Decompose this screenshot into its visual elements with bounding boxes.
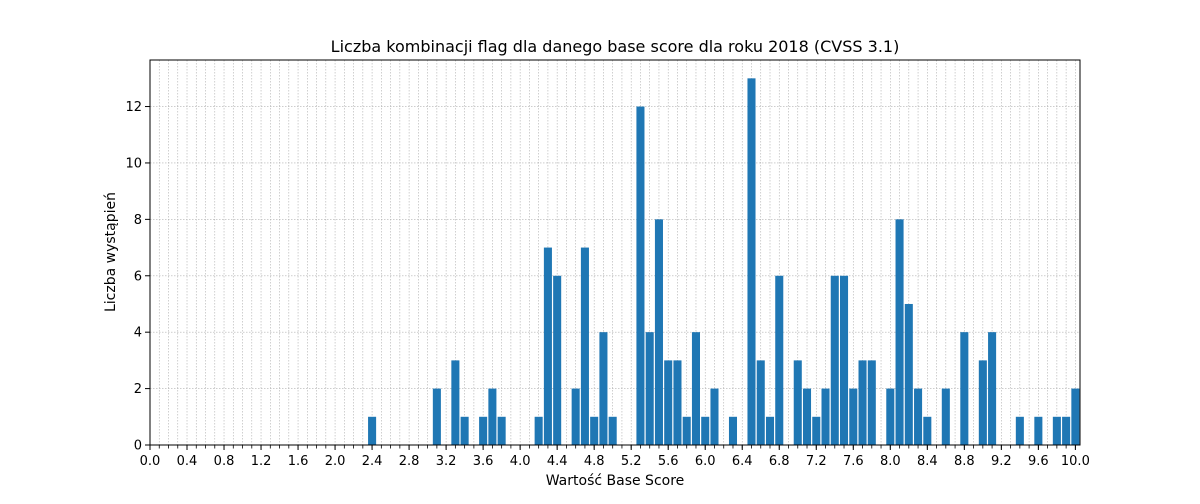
x-tick-label: 1.6 [288, 454, 309, 469]
bar [1015, 416, 1024, 445]
bar [960, 332, 969, 445]
bar [590, 416, 599, 445]
bar [858, 360, 867, 445]
bar [599, 332, 608, 445]
bar [1071, 388, 1080, 445]
bar [941, 388, 950, 445]
bar [747, 78, 756, 445]
x-tick-label: 1.2 [251, 454, 272, 469]
bar [710, 388, 719, 445]
x-tick-label: 3.2 [436, 454, 457, 469]
bar [821, 388, 830, 445]
bar [914, 388, 923, 445]
bar [553, 275, 562, 445]
grid-lines [149, 60, 1080, 446]
bar [988, 332, 997, 445]
bar [849, 388, 858, 445]
bar [923, 416, 932, 445]
bar [432, 388, 441, 445]
x-tick-label: 0.4 [177, 454, 198, 469]
bar [830, 275, 839, 445]
bar [895, 219, 904, 445]
x-tick-label: 4.0 [510, 454, 531, 469]
x-tick-label: 3.6 [473, 454, 494, 469]
bar [636, 106, 645, 446]
bars [368, 78, 1080, 446]
x-tick-label: 9.2 [991, 454, 1012, 469]
x-axis-ticks: 0.0 0.4 0.8 1.2 1.6 2.0 2.4 2.8 3.2 3.6 4.0 4.4 4.8 5… [140, 445, 1090, 469]
bar [775, 275, 784, 445]
x-tick-label: 5.2 [621, 454, 642, 469]
x-tick-label: 7.2 [806, 454, 827, 469]
x-tick-label: 4.4 [547, 454, 568, 469]
x-tick-label: 2.4 [362, 454, 383, 469]
y-tick-label: 10 [125, 156, 142, 171]
bar [673, 360, 682, 445]
bar [1062, 416, 1071, 445]
x-axis-label: Wartość Base Score [546, 473, 685, 489]
y-tick-label: 6 [134, 269, 142, 284]
y-tick-label: 8 [134, 213, 142, 228]
bar [654, 219, 663, 445]
x-tick-label: 5.6 [658, 454, 679, 469]
bar [682, 416, 691, 445]
bar [497, 416, 506, 445]
y-tick-label: 12 [125, 100, 142, 115]
x-tick-label: 8.4 [917, 454, 938, 469]
bar [368, 416, 377, 445]
bar [886, 388, 895, 445]
x-tick-label: 2.0 [325, 454, 346, 469]
bar [1052, 416, 1061, 445]
plot-frame [149, 59, 1081, 446]
bar [812, 416, 821, 445]
x-tick-label: 4.8 [584, 454, 605, 469]
x-tick-label: 7.6 [843, 454, 864, 469]
bar [580, 247, 589, 445]
bar [765, 416, 775, 445]
x-tick-label: 10.0 [1061, 454, 1090, 469]
x-tick-label: 8.0 [880, 454, 901, 469]
x-tick-label: 6.0 [695, 454, 716, 469]
bar [728, 416, 738, 445]
x-tick-label: 9.6 [1028, 454, 1049, 469]
x-tick-label: 6.8 [769, 454, 790, 469]
y-tick-label: 4 [134, 326, 142, 341]
y-axis-ticks: 0 2 4 6 8 10 12 [125, 100, 150, 454]
bar [534, 416, 543, 445]
bar [664, 360, 673, 445]
bar [793, 360, 802, 445]
bar [479, 416, 488, 445]
bar [488, 388, 497, 445]
y-axis-label: Liczba wystąpień [103, 192, 119, 312]
bar [691, 332, 700, 445]
bar [802, 388, 812, 445]
x-tick-label: 8.8 [954, 454, 975, 469]
y-tick-label: 2 [134, 382, 142, 397]
bar [543, 247, 552, 445]
bar [756, 360, 765, 445]
bar [460, 416, 469, 445]
bar [840, 275, 849, 445]
bar [701, 416, 710, 445]
y-tick-label: 0 [134, 439, 142, 454]
bar [451, 360, 460, 445]
x-tick-label: 0.0 [140, 454, 161, 469]
bar [608, 416, 617, 445]
bar [904, 303, 913, 445]
bar [645, 332, 654, 445]
x-tick-label: 6.4 [732, 454, 753, 469]
bar [978, 360, 987, 445]
x-tick-label: 2.8 [399, 454, 420, 469]
bar [1034, 416, 1043, 445]
bar [867, 360, 876, 445]
bar [571, 388, 580, 445]
chart-title: Liczba kombinacji flag dla danego base s… [331, 37, 900, 56]
x-tick-label: 0.8 [214, 454, 235, 469]
